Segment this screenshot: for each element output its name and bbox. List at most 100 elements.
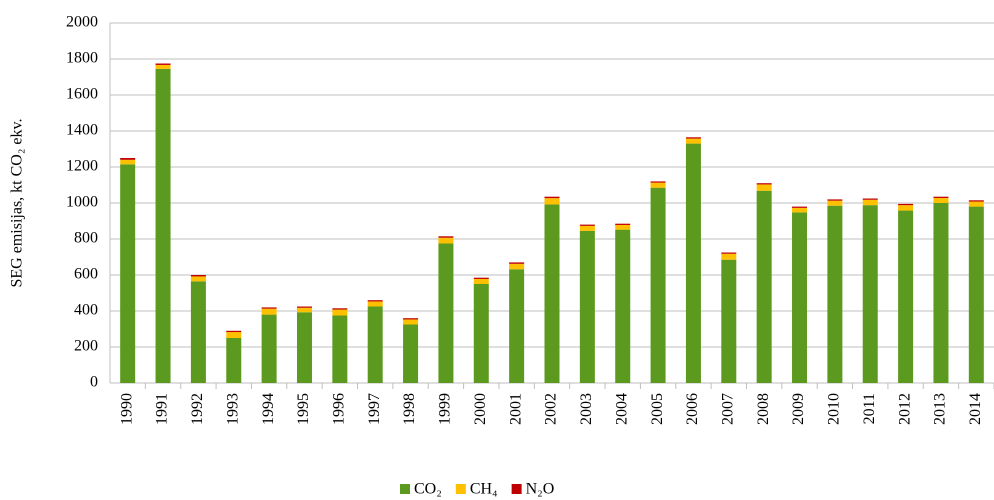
x-tick-label: 2001 bbox=[507, 393, 524, 425]
bar-segment bbox=[367, 301, 383, 307]
bar-segment bbox=[367, 306, 383, 383]
x-tick-label: 1992 bbox=[189, 393, 206, 425]
bar-segment bbox=[296, 307, 312, 313]
bar-segment bbox=[862, 198, 878, 200]
bar-segment bbox=[155, 63, 171, 65]
bar-segment bbox=[403, 318, 419, 320]
bar-segment bbox=[332, 308, 348, 310]
bar-segment bbox=[650, 187, 666, 383]
x-tick-label: 1990 bbox=[118, 393, 135, 425]
legend-swatch bbox=[511, 484, 522, 494]
bar-segment bbox=[827, 205, 843, 383]
bar-segment bbox=[756, 184, 772, 191]
bar-segment bbox=[509, 269, 525, 383]
bar-segment bbox=[579, 225, 595, 231]
y-tick-label: 1000 bbox=[66, 194, 98, 211]
bar-segment bbox=[367, 300, 383, 302]
bar-segment bbox=[296, 306, 312, 308]
bar-segment bbox=[933, 196, 949, 198]
bar-segment bbox=[862, 205, 878, 383]
bar-segment bbox=[721, 259, 737, 383]
x-tick-label: 2011 bbox=[861, 393, 878, 424]
bar-segment bbox=[792, 207, 808, 213]
bar-segment bbox=[544, 196, 560, 199]
bar-segment bbox=[332, 309, 348, 316]
bar-segment bbox=[827, 199, 843, 201]
bar-segment bbox=[933, 197, 949, 203]
y-tick-label: 1400 bbox=[66, 122, 98, 139]
bar-segment bbox=[685, 143, 701, 383]
bar-segment bbox=[721, 252, 737, 254]
bar-segment bbox=[155, 68, 171, 384]
bar-segment bbox=[898, 210, 914, 383]
bar-segment bbox=[862, 199, 878, 206]
x-tick-label: 2003 bbox=[578, 393, 595, 425]
legend-label: CH₄ bbox=[470, 481, 498, 498]
y-tick-label: 1200 bbox=[66, 158, 98, 175]
legend-swatch bbox=[400, 484, 410, 494]
x-tick-label: 2008 bbox=[755, 393, 772, 425]
bar-segment bbox=[226, 330, 242, 333]
x-tick-label: 1998 bbox=[401, 393, 418, 425]
bar-segment bbox=[403, 319, 419, 325]
x-tick-label: 1997 bbox=[366, 393, 383, 425]
x-tick-label: 1995 bbox=[295, 393, 312, 425]
bar-segment bbox=[261, 308, 277, 315]
y-tick-label: 2000 bbox=[66, 14, 98, 31]
bar-segment bbox=[933, 203, 949, 383]
y-tick-label: 800 bbox=[74, 230, 98, 247]
bar-segment bbox=[968, 200, 984, 202]
x-tick-label: 2010 bbox=[826, 393, 843, 425]
y-tick-label: 200 bbox=[74, 338, 98, 355]
y-tick-label: 1600 bbox=[66, 86, 98, 103]
bar-segment bbox=[898, 203, 914, 206]
bar-segment bbox=[579, 230, 595, 383]
x-tick-label: 1993 bbox=[224, 393, 241, 425]
bar-segment bbox=[226, 332, 242, 338]
bar-segment bbox=[509, 263, 525, 270]
bar-segment bbox=[190, 281, 206, 383]
y-axis-title: SEG emisijas, kt CO₂ ekv. bbox=[9, 119, 26, 288]
bar-segment bbox=[685, 138, 701, 144]
x-tick-label: 2014 bbox=[967, 393, 984, 425]
x-tick-label: 2004 bbox=[613, 393, 630, 425]
y-tick-label: 600 bbox=[74, 266, 98, 283]
bar-segment bbox=[756, 190, 772, 383]
y-tick-label: 400 bbox=[74, 302, 98, 319]
bar-segment bbox=[155, 64, 171, 69]
bar-segment bbox=[685, 137, 701, 139]
bar-segment bbox=[509, 262, 525, 264]
bar-segment bbox=[120, 158, 136, 160]
bar-segment bbox=[438, 236, 454, 238]
bar-segment bbox=[898, 205, 914, 211]
bar-segment bbox=[827, 200, 843, 206]
bar-segment bbox=[968, 201, 984, 207]
bar-segment bbox=[261, 314, 277, 383]
legend-label: N₂O bbox=[526, 481, 555, 498]
bar-segment bbox=[226, 338, 242, 383]
x-tick-label: 1991 bbox=[154, 393, 171, 425]
x-tick-label: 2007 bbox=[719, 393, 736, 425]
bar-segment bbox=[544, 198, 560, 205]
x-tick-label: 2013 bbox=[932, 393, 949, 425]
bar-segment bbox=[615, 224, 631, 230]
bar-segment bbox=[968, 206, 984, 383]
bar-segment bbox=[721, 253, 737, 260]
bar-segment bbox=[120, 159, 136, 165]
bar-segment bbox=[650, 181, 666, 183]
bar-segment bbox=[332, 315, 348, 383]
x-tick-label: 1999 bbox=[437, 393, 454, 425]
bar-segment bbox=[792, 206, 808, 208]
x-tick-label: 1994 bbox=[260, 393, 277, 425]
bar-segment bbox=[473, 277, 489, 279]
bar-segment bbox=[615, 223, 631, 225]
bar-segment bbox=[544, 204, 560, 383]
bar-segment bbox=[615, 229, 631, 383]
x-tick-label: 2005 bbox=[649, 393, 666, 425]
bar-segment bbox=[579, 224, 595, 226]
y-tick-label: 0 bbox=[90, 374, 98, 391]
legend-swatch bbox=[455, 484, 466, 494]
bar-segment bbox=[261, 307, 277, 309]
